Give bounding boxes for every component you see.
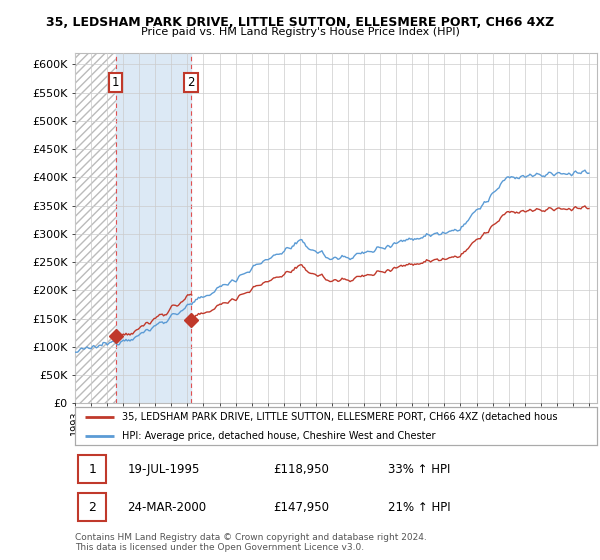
Text: £147,950: £147,950 xyxy=(274,501,329,514)
Text: Price paid vs. HM Land Registry's House Price Index (HPI): Price paid vs. HM Land Registry's House … xyxy=(140,27,460,37)
Text: 2: 2 xyxy=(88,501,96,514)
Text: 24-MAR-2000: 24-MAR-2000 xyxy=(127,501,206,514)
Text: £118,950: £118,950 xyxy=(274,463,329,476)
Text: 35, LEDSHAM PARK DRIVE, LITTLE SUTTON, ELLESMERE PORT, CH66 4XZ: 35, LEDSHAM PARK DRIVE, LITTLE SUTTON, E… xyxy=(46,16,554,29)
Text: 2: 2 xyxy=(187,77,195,90)
Text: 35, LEDSHAM PARK DRIVE, LITTLE SUTTON, ELLESMERE PORT, CH66 4XZ (detached hous: 35, LEDSHAM PARK DRIVE, LITTLE SUTTON, E… xyxy=(122,412,557,422)
Bar xyxy=(116,53,191,403)
Text: HPI: Average price, detached house, Cheshire West and Chester: HPI: Average price, detached house, Ches… xyxy=(122,431,436,441)
Text: 19-JUL-1995: 19-JUL-1995 xyxy=(127,463,200,476)
Text: 1: 1 xyxy=(88,463,96,476)
FancyBboxPatch shape xyxy=(77,455,106,483)
Text: Contains HM Land Registry data © Crown copyright and database right 2024.
This d: Contains HM Land Registry data © Crown c… xyxy=(75,533,427,552)
Text: 33% ↑ HPI: 33% ↑ HPI xyxy=(388,463,451,476)
FancyBboxPatch shape xyxy=(77,493,106,521)
Text: 21% ↑ HPI: 21% ↑ HPI xyxy=(388,501,451,514)
Bar xyxy=(75,53,116,403)
Text: 1: 1 xyxy=(112,77,119,90)
